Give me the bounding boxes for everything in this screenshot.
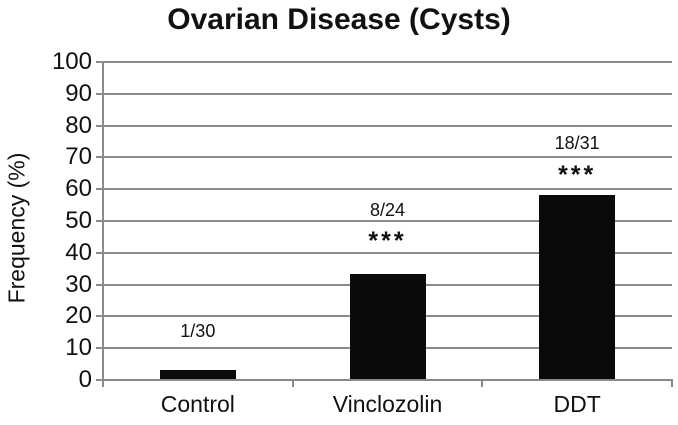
gridline-70	[103, 156, 672, 159]
bar-vinclozolin	[349, 274, 426, 380]
y-tick-mark-50	[96, 220, 103, 222]
x-axis-line	[103, 379, 673, 381]
gridline-90	[103, 92, 672, 95]
y-tick-label-50: 50	[65, 207, 92, 234]
y-tick-mark-70	[96, 156, 103, 159]
x-tick-mark-2	[481, 380, 484, 387]
y-tick-label-70: 70	[65, 143, 92, 171]
bar-count-label: 8/24	[369, 199, 406, 220]
y-tick-label-80: 80	[65, 111, 92, 139]
y-tick-mark-100	[96, 61, 103, 63]
gridline-80	[103, 124, 672, 127]
y-tick-mark-30	[96, 283, 103, 286]
x-tick-mark-3	[671, 380, 673, 387]
x-category-label-control: Control	[160, 391, 235, 417]
significance-stars: ***	[558, 160, 597, 189]
gridline-40	[103, 251, 672, 254]
y-axis-line	[102, 62, 104, 387]
y-tick-label-20: 20	[65, 302, 92, 330]
bar-count-label: 1/30	[180, 320, 216, 341]
y-tick-mark-10	[96, 347, 103, 350]
x-tick-mark-1	[291, 380, 294, 387]
y-tick-label-90: 90	[65, 79, 92, 107]
y-tick-mark-40	[96, 251, 103, 254]
bar-ddt	[539, 195, 616, 380]
bar-count-label: 18/31	[554, 133, 600, 154]
bar-control	[159, 369, 236, 380]
gridline-50	[103, 220, 672, 222]
y-tick-mark-20	[96, 315, 103, 318]
gridline-60	[103, 188, 672, 191]
y-tick-mark-90	[96, 92, 103, 95]
y-tick-mark-80	[96, 124, 103, 127]
y-tick-mark-60	[96, 188, 103, 191]
gridline-100	[103, 61, 672, 63]
significance-stars: ***	[368, 227, 407, 256]
y-tick-label-10: 10	[65, 334, 92, 362]
x-category-label-ddt: DDT	[553, 391, 601, 417]
y-tick-label-0: 0	[78, 366, 92, 393]
y-tick-label-100: 100	[51, 48, 92, 75]
y-tick-mark-0	[96, 379, 103, 381]
y-tick-label-30: 30	[65, 270, 92, 298]
x-category-label-vinclozolin: Vinclozolin	[332, 391, 443, 417]
y-tick-label-40: 40	[65, 238, 92, 266]
y-tick-label-60: 60	[65, 175, 92, 203]
chart-title: Ovarian Disease (Cysts)	[167, 3, 511, 36]
